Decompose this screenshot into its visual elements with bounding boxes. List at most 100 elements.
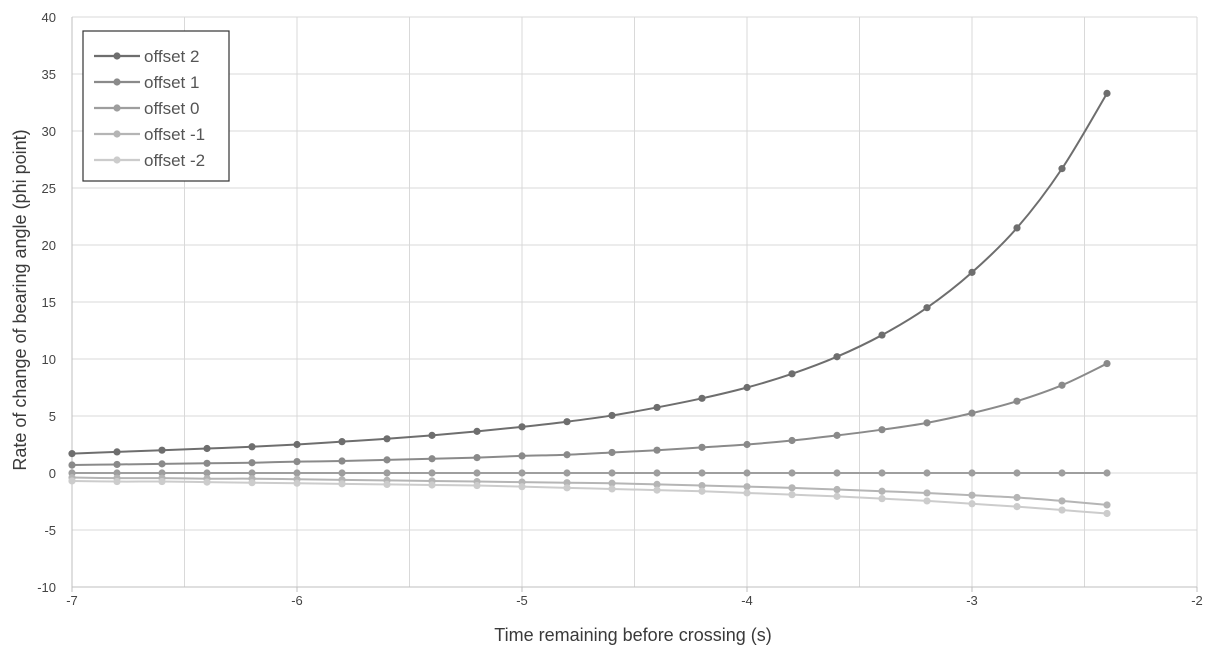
y-tick-label: 35 (42, 67, 56, 82)
legend-label: offset 2 (144, 47, 199, 66)
data-point (743, 483, 751, 491)
data-point (1058, 506, 1066, 514)
data-point (878, 495, 886, 503)
chart-legend: offset 2 offset 1 offset 0 offset -1 offset … (82, 30, 230, 182)
data-point (878, 469, 886, 477)
data-point (833, 353, 841, 361)
series-offset0 (68, 469, 1111, 477)
y-tick-label: 0 (49, 466, 56, 481)
data-point (518, 423, 526, 431)
legend-swatch-marker (113, 78, 121, 86)
data-point (1103, 359, 1111, 368)
series-line (71, 362, 1108, 467)
y-tick-label: 5 (49, 409, 56, 424)
data-point (1103, 509, 1111, 518)
series-offsetneg2 (68, 477, 1111, 518)
data-point (1058, 469, 1066, 477)
x-tick-label: -2 (1191, 593, 1203, 608)
y-tick-label: -10 (37, 580, 56, 595)
data-point (698, 443, 706, 451)
data-point (653, 469, 661, 477)
data-point (338, 480, 346, 488)
data-point (1103, 469, 1111, 477)
y-tick-label: 25 (42, 181, 56, 196)
y-axis-ticks: -10 -5 0 5 10 15 20 25 30 35 40 (37, 10, 56, 595)
data-point (473, 454, 481, 462)
data-point (698, 487, 706, 495)
legend-swatch-marker (113, 52, 121, 60)
data-point (338, 469, 346, 477)
data-point (428, 469, 436, 477)
data-point (1058, 497, 1066, 505)
data-point (653, 446, 661, 454)
data-point (293, 469, 301, 477)
data-point (383, 480, 391, 488)
data-point (473, 481, 481, 490)
data-point (968, 469, 976, 477)
data-point (743, 469, 751, 477)
data-point (653, 486, 661, 494)
data-point (293, 479, 301, 487)
data-point (968, 491, 976, 499)
data-point (653, 403, 661, 412)
data-point (203, 469, 211, 477)
data-point (968, 500, 976, 508)
data-point (293, 458, 301, 466)
data-point (113, 460, 121, 469)
data-point (293, 440, 301, 449)
data-point (968, 268, 976, 276)
data-point (608, 485, 616, 493)
legend-label: offset -1 (144, 125, 205, 144)
data-point (743, 489, 751, 497)
data-point (608, 479, 616, 487)
data-point (608, 448, 616, 457)
x-tick-label: -7 (66, 593, 78, 608)
data-point (698, 394, 706, 402)
series-offsetneg1 (68, 473, 1111, 509)
data-point (698, 469, 706, 477)
data-point (743, 383, 751, 392)
data-point (878, 331, 886, 339)
y-tick-label: 20 (42, 238, 56, 253)
y-tick-label: 15 (42, 295, 56, 310)
data-point (878, 487, 886, 495)
legend-swatch-marker (113, 130, 121, 138)
data-point (788, 484, 796, 492)
data-point (833, 431, 841, 439)
data-point (563, 451, 571, 459)
data-point (608, 469, 616, 477)
y-tick-label: 10 (42, 352, 56, 367)
data-point (68, 461, 76, 469)
data-point (923, 489, 931, 497)
data-point (608, 411, 616, 420)
data-point (473, 469, 481, 477)
chart-series (68, 89, 1111, 518)
data-point (743, 440, 751, 449)
y-axis-title: Rate of change of bearing angle (phi poi… (10, 129, 30, 470)
data-point (203, 444, 211, 453)
data-point (1013, 503, 1021, 511)
data-point (788, 370, 796, 378)
data-point (383, 456, 391, 464)
data-point (338, 457, 346, 465)
data-point (923, 497, 931, 505)
x-tick-label: -3 (966, 593, 978, 608)
data-point (158, 469, 166, 477)
data-point (698, 481, 706, 490)
data-point (68, 450, 76, 458)
data-point (158, 446, 166, 454)
data-point (113, 448, 121, 456)
data-point (1058, 165, 1066, 173)
series-offset1 (68, 359, 1111, 469)
x-tick-label: -6 (291, 593, 303, 608)
data-point (428, 455, 436, 463)
data-point (518, 452, 526, 460)
data-point (833, 469, 841, 477)
data-point (68, 477, 76, 485)
y-tick-label: -5 (44, 523, 56, 538)
legend-label: offset 0 (144, 99, 199, 118)
x-tick-label: -4 (741, 593, 753, 608)
data-point (113, 469, 121, 477)
data-point (248, 443, 256, 451)
